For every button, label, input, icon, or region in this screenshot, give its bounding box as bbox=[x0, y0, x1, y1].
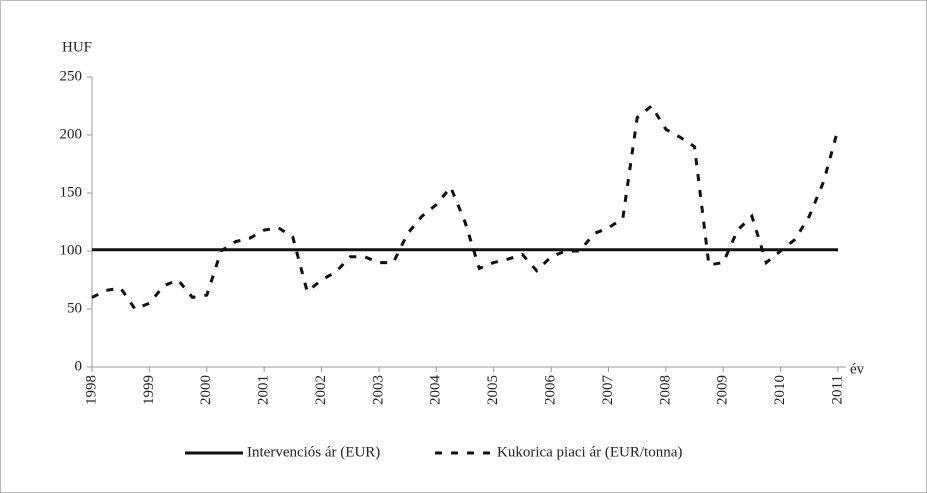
y-tick-label: 200 bbox=[60, 126, 83, 142]
x-tick-label: 2005 bbox=[485, 375, 501, 405]
x-tick-label: 2010 bbox=[772, 375, 788, 405]
legend-label: Intervenciós ár (EUR) bbox=[247, 444, 380, 460]
x-tick-label: 2009 bbox=[715, 375, 731, 405]
y-tick-label: 50 bbox=[67, 300, 82, 316]
x-tick-label: 2004 bbox=[428, 375, 444, 406]
x-tick-label: 1998 bbox=[83, 375, 99, 405]
y-tick-label: 150 bbox=[60, 184, 83, 200]
x-tick-label: 2003 bbox=[370, 375, 386, 405]
x-tick-label: 2011 bbox=[829, 375, 845, 404]
x-tick-label: 2006 bbox=[543, 375, 559, 406]
legend-label: Kukorica piaci ár (EUR/tonna) bbox=[497, 444, 682, 460]
y-axis-label: HUF bbox=[62, 39, 92, 55]
y-tick-label: 0 bbox=[75, 358, 83, 374]
x-tick-label: 1999 bbox=[141, 375, 157, 405]
x-tick-label: 2002 bbox=[313, 375, 329, 405]
x-tick-label: 2001 bbox=[256, 375, 272, 405]
series-line bbox=[91, 103, 840, 311]
y-tick-label: 100 bbox=[60, 242, 83, 258]
x-tick-label: 2008 bbox=[657, 375, 673, 405]
x-axis-label: év bbox=[850, 361, 865, 377]
x-tick-label: 2007 bbox=[600, 375, 616, 406]
y-tick-label: 250 bbox=[60, 68, 83, 84]
x-tick-label: 2000 bbox=[198, 375, 214, 405]
